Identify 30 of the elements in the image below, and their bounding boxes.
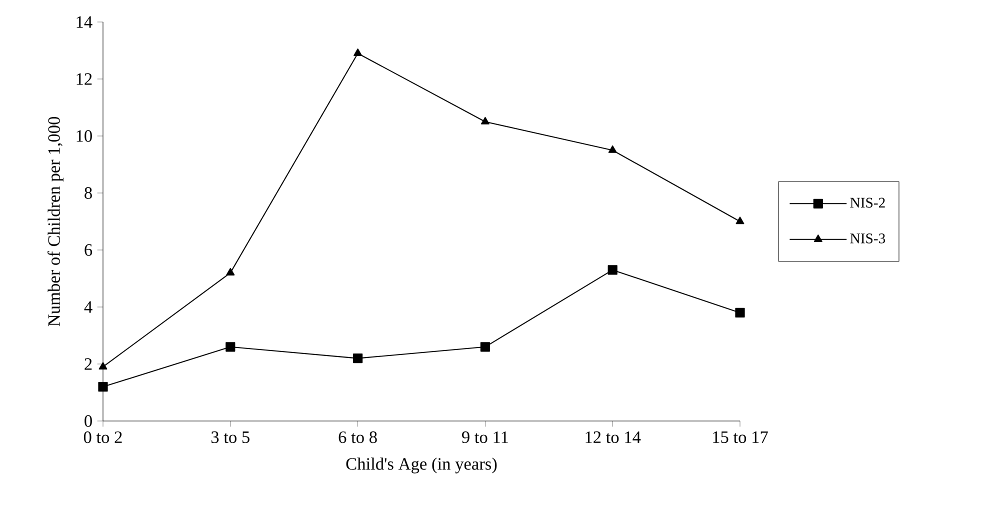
point [736,216,744,224]
point [354,48,362,56]
point [226,268,235,276]
x-tick-label: 3 to 5 [211,431,250,444]
x-tick-label: 9 to 11 [462,431,508,444]
y-tick-label: 8 [84,187,92,199]
point [735,308,745,318]
y-tick-label: 14 [76,16,92,28]
point [353,353,363,364]
point [226,342,236,352]
y-tick-label: 2 [84,358,92,370]
point [480,116,490,124]
y-tick-label: 0 [84,415,92,427]
x-tick-label: 0 to 2 [84,431,122,444]
x-tick-label: 6 to 8 [338,431,377,444]
x-axis-title: Child's Age (in years) [346,458,497,474]
point [98,362,108,370]
point [608,265,618,275]
y-tick-label: 6 [84,244,92,256]
point [608,145,617,153]
x-tick-label: 15 to 17 [713,431,768,444]
legend-label: NIS-2 [850,198,885,208]
legend-label: NIS-3 [850,234,886,244]
y-tick-label: 12 [76,73,92,85]
y-tick-label: 10 [76,130,92,142]
x-tick-label: 12 to 14 [586,431,641,444]
y-axis-title: Number of Children per 1,000 [48,116,64,326]
y-tick-label: 4 [84,301,92,313]
point [480,342,490,352]
point [98,382,108,392]
